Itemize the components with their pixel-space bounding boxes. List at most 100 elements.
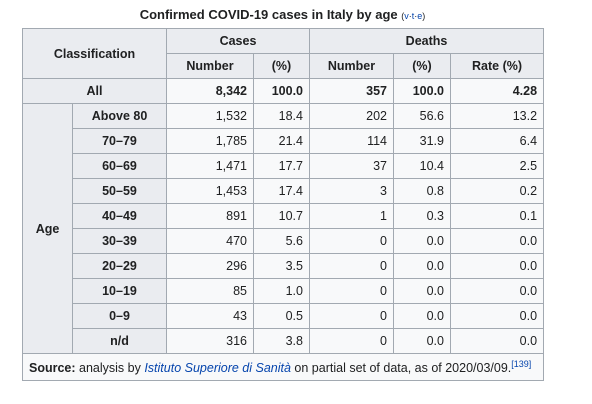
row-header: 0–9 xyxy=(72,303,167,329)
cell: 0.8 xyxy=(393,178,451,204)
cell: 0.1 xyxy=(449,203,545,229)
row-header: 70–79 xyxy=(72,128,167,154)
cell: 18.4 xyxy=(253,103,310,129)
source-row: Source: analysis by Istituto Superiore d… xyxy=(21,353,545,381)
navbar-close: ) xyxy=(422,11,426,21)
cell: 0 xyxy=(309,303,394,329)
cell: 37 xyxy=(309,153,394,179)
header-cell: Cases xyxy=(166,28,310,54)
cell: 1,532 xyxy=(166,103,254,129)
cell: 21.4 xyxy=(253,128,310,154)
data-row: 70–79 1,785 21.4 114 31.9 6.4 xyxy=(23,128,545,154)
row-header: 20–29 xyxy=(72,253,167,279)
navbar-separator: · xyxy=(414,11,418,21)
cell: 0.0 xyxy=(393,328,451,354)
header-cell: Classification xyxy=(22,28,167,79)
source-lead: Source: xyxy=(29,361,76,376)
data-row: 10–19 85 1.0 0 0.0 0.0 xyxy=(23,278,545,304)
cell: 1 xyxy=(309,203,394,229)
navbar-link[interactable]: v xyxy=(404,11,409,21)
caption-title: Confirmed COVID-19 cases in Italy by age xyxy=(139,7,398,22)
data-row: 50–59 1,453 17.4 3 0.8 0.2 xyxy=(23,178,545,204)
data-row: 0–9 43 0.5 0 0.0 0.0 xyxy=(23,303,545,329)
header-cell: Number xyxy=(309,53,394,79)
cell: 891 xyxy=(166,203,254,229)
all-row: All 8,342 100.0 357 100.0 4.28 xyxy=(22,78,545,104)
header-row: Number (%) Number (%) Rate (%) xyxy=(23,53,545,79)
cell: 0.0 xyxy=(393,228,451,254)
cell: 17.7 xyxy=(253,153,310,179)
data-row: 40–49 891 10.7 1 0.3 0.1 xyxy=(23,203,545,229)
cell: 357 xyxy=(309,78,394,104)
cell: 4.28 xyxy=(449,78,545,104)
cell: 0.0 xyxy=(393,278,451,304)
navbar-link[interactable]: t xyxy=(411,11,415,21)
cell: 31.9 xyxy=(393,128,451,154)
row-header: 50–59 xyxy=(72,178,167,204)
cell: 5.6 xyxy=(253,228,310,254)
cell: 0.0 xyxy=(449,253,545,279)
header-cell: (%) xyxy=(393,53,451,79)
header-cell: Deaths xyxy=(308,28,545,54)
header-row: Classification Cases Deaths xyxy=(22,28,545,79)
cell: 2.5 xyxy=(449,153,545,179)
cell: 1,471 xyxy=(166,153,254,179)
row-header: 60–69 xyxy=(72,153,167,179)
source-text: analysis by xyxy=(75,361,145,376)
cell: 316 xyxy=(166,328,254,354)
cell: 0.5 xyxy=(253,303,310,329)
cell: 1,785 xyxy=(166,128,254,154)
cell: 0.0 xyxy=(393,303,451,329)
cell: 56.6 xyxy=(393,103,451,129)
cell: 17.4 xyxy=(253,178,310,204)
source-text: on partial set of data, as of 2020/03/09… xyxy=(290,361,512,376)
cell: 0.0 xyxy=(449,228,545,254)
source-cell: Source: analysis by Istituto Superiore d… xyxy=(21,353,545,381)
navbar-link[interactable]: e xyxy=(417,11,423,21)
group-header: Age xyxy=(22,103,73,354)
cell: 100.0 xyxy=(253,78,310,104)
cell: 0 xyxy=(309,253,394,279)
row-header: 30–39 xyxy=(72,228,167,254)
row-header: Above 80 xyxy=(72,103,167,129)
cell: 8,342 xyxy=(166,78,254,104)
cell: 3.5 xyxy=(253,253,310,279)
cell: 0 xyxy=(309,278,394,304)
cell: 1.0 xyxy=(253,278,310,304)
cell: 1,453 xyxy=(166,178,254,204)
data-row: 20–29 296 3.5 0 0.0 0.0 xyxy=(23,253,545,279)
header-cell: Number xyxy=(166,53,254,79)
data-row: Age Above 80 1,532 18.4 202 56.6 13.2 xyxy=(22,103,545,354)
data-row: 60–69 1,471 17.7 37 10.4 2.5 xyxy=(23,153,545,179)
cell: 0.2 xyxy=(449,178,545,204)
cell: 43 xyxy=(166,303,254,329)
caption: Confirmed COVID-19 cases in Italy by age… xyxy=(22,7,543,22)
cell: 470 xyxy=(166,228,254,254)
cell: 114 xyxy=(309,128,394,154)
cell: 296 xyxy=(166,253,254,279)
data-row: n/d 316 3.8 0 0.0 0.0 xyxy=(23,328,545,354)
navbar: (v·t·e) xyxy=(401,11,425,21)
header-cell: (%) xyxy=(253,53,310,79)
cell: 0.3 xyxy=(393,203,451,229)
cell: 10.7 xyxy=(253,203,310,229)
navbar-separator: · xyxy=(408,11,412,21)
cell: 6.4 xyxy=(449,128,545,154)
table: Classification Cases Deaths Number (%) Number… xyxy=(21,28,545,381)
cell: 85 xyxy=(166,278,254,304)
cell: 202 xyxy=(309,103,394,129)
cell: 0 xyxy=(309,328,394,354)
row-header: 10–19 xyxy=(72,278,167,304)
cell: 3 xyxy=(309,178,394,204)
cell: 0.0 xyxy=(449,328,545,354)
row-header: n/d xyxy=(72,328,167,354)
cell: 10.4 xyxy=(393,153,451,179)
cell: 3.8 xyxy=(253,328,310,354)
cell: 0 xyxy=(309,228,394,254)
row-header: All xyxy=(22,78,167,104)
header-cell: Rate (%) xyxy=(449,53,545,79)
source-ref[interactable]: [139] xyxy=(511,358,532,369)
cell: 13.2 xyxy=(449,103,545,129)
source-link[interactable]: Istituto Superiore di Sanità xyxy=(144,361,291,376)
